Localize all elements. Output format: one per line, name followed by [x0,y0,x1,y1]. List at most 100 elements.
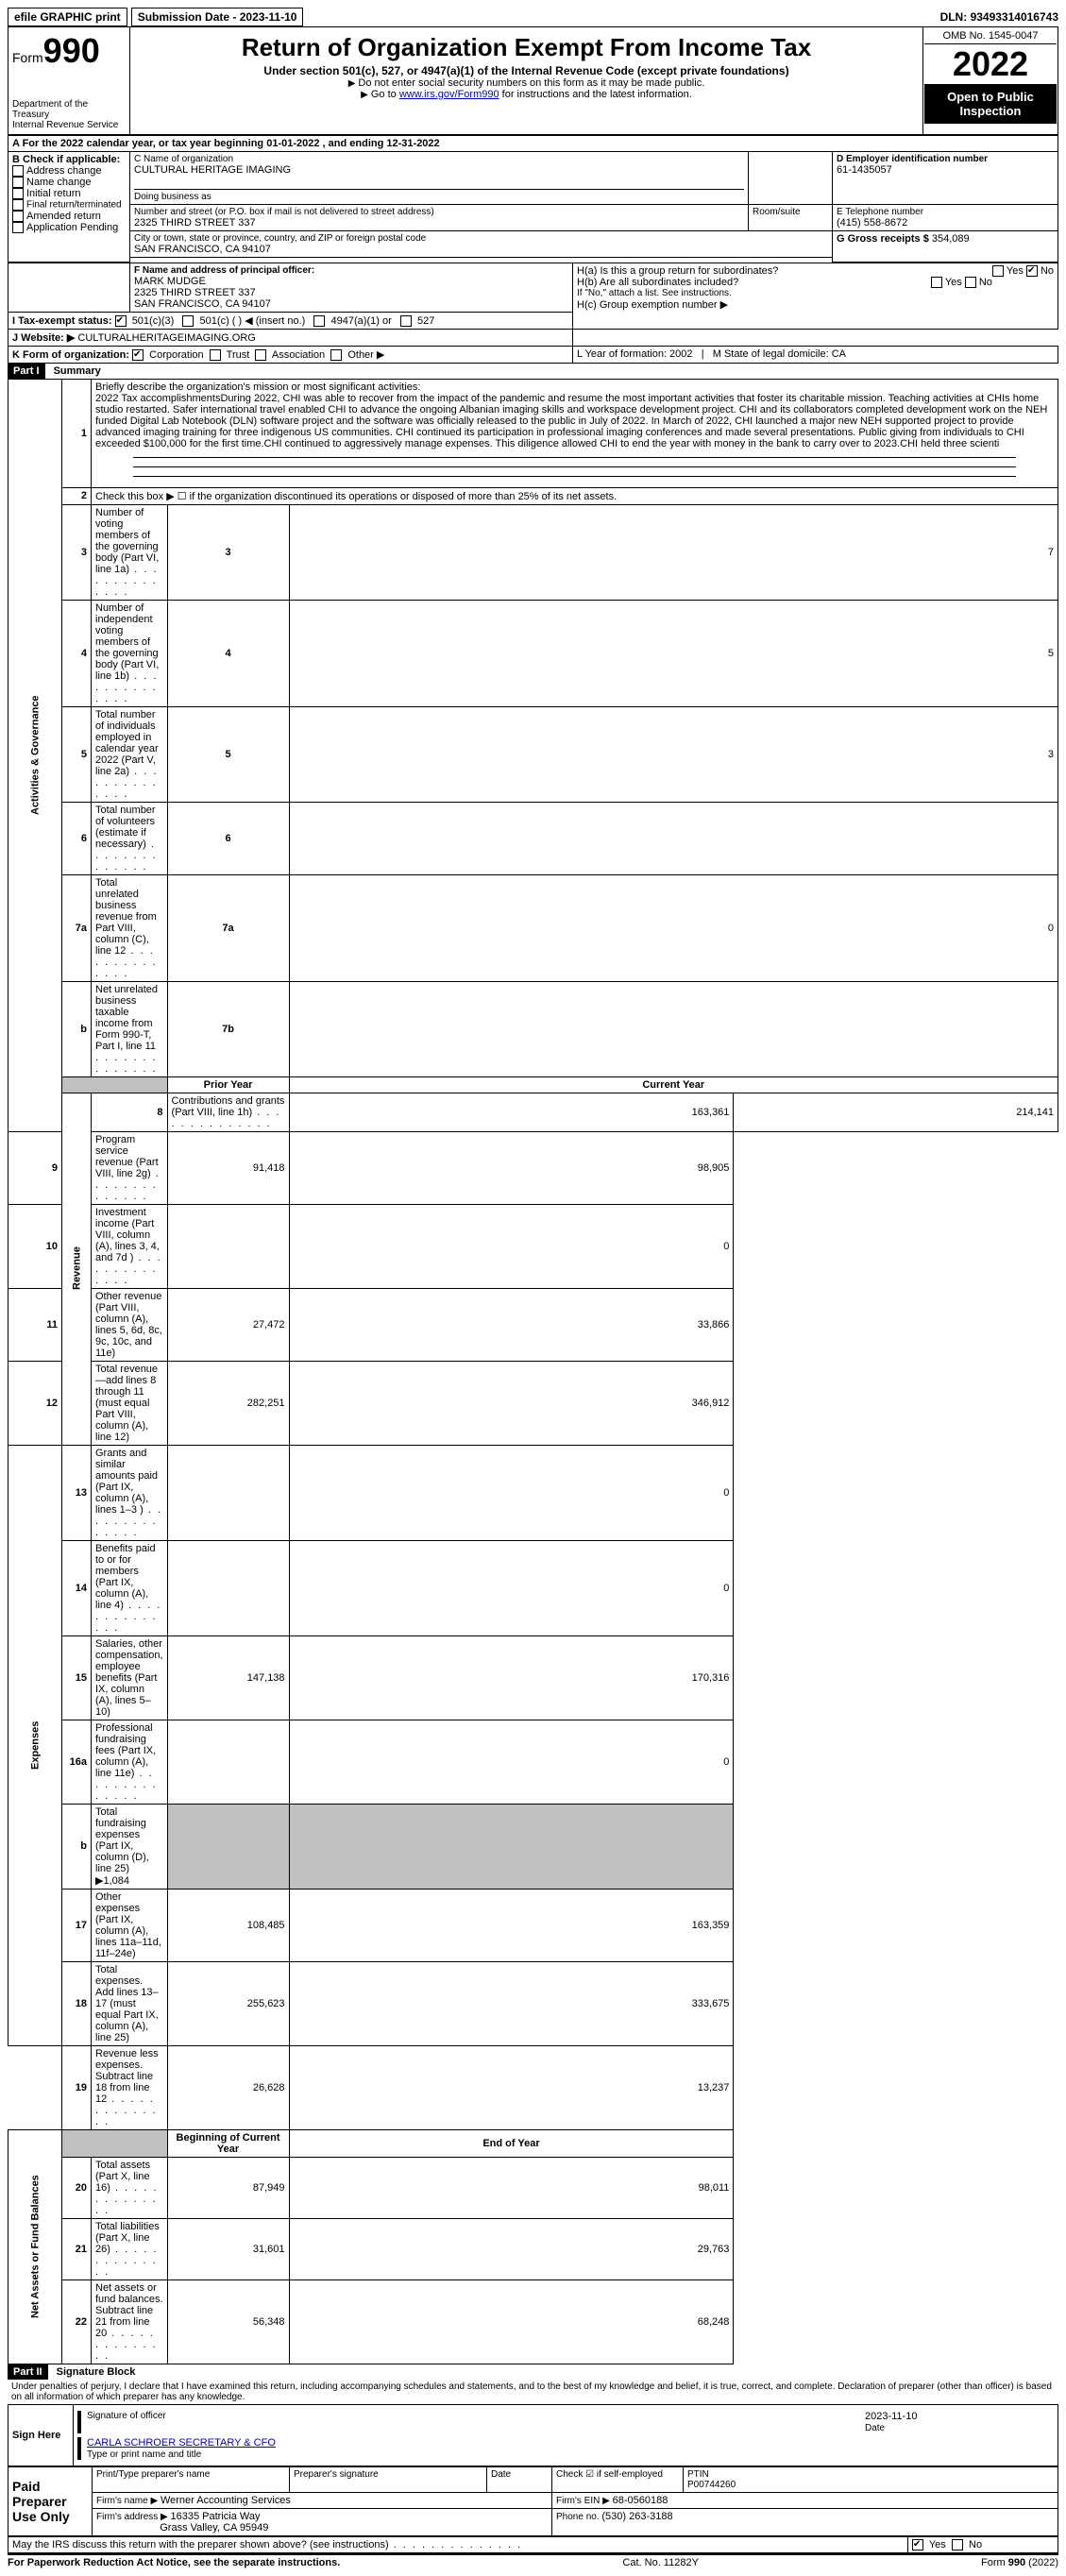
l1-label: Briefly describe the organization's miss… [95,381,420,393]
city-label: City or town, state or province, country… [134,233,828,244]
cb-app-pending[interactable]: Application Pending [12,222,126,233]
note-goto: Go to www.irs.gov/Form990 for instructio… [134,89,919,100]
sig-officer-label: Signature of officer [87,2411,865,2433]
firm-addr1: 16335 Patricia Way [171,2511,261,2522]
self-emp: Check ☑ if self-employed [552,2466,684,2492]
l8c: 214,141 [734,1093,1058,1131]
l4v: 5 [289,600,1058,706]
cb-address[interactable]: Address change [12,165,126,177]
l16b: Total fundraising expenses (Part IX, col… [92,1804,168,1889]
k-label: K Form of organization: [12,349,129,361]
firm-ein: 68-0560188 [613,2495,668,2506]
row-a-mid: , and ending [323,138,387,149]
l18c: 333,675 [289,1961,734,2045]
row-a-begin: 01-01-2022 [266,138,319,149]
side-netassets: Net Assets or Fund Balances [8,2129,62,2364]
l9c: 98,905 [289,1131,734,1204]
firm-ein-label: Firm's EIN ▶ [556,2496,613,2506]
cb-amended[interactable]: Amended return [12,211,126,222]
date-label: Date [487,2466,552,2492]
l17: Other expenses (Part IX, column (A), lin… [92,1889,168,1961]
omb-number: OMB No. 1545-0047 [924,28,1057,44]
ha-yes[interactable] [992,265,1004,277]
title: Return of Organization Exempt From Incom… [134,33,919,62]
fhi-table: F Name and address of principal officer:… [8,263,1058,364]
dba-label: Doing business as [134,189,744,202]
l5v: 3 [289,706,1058,802]
prior-hdr: Prior Year [167,1076,289,1093]
firm-phone: (530) 263-3188 [601,2511,672,2522]
l15c: 170,316 [289,1635,734,1720]
firm-phone-label: Phone no. [556,2512,601,2522]
discuss-yes[interactable] [912,2539,923,2551]
footer-right: Form 990 (2022) [981,2557,1058,2568]
l18p: 255,623 [167,1961,289,2045]
cb-4947[interactable] [313,315,325,327]
info-table: A For the 2022 calendar year, or tax yea… [8,135,1058,263]
cb-initial[interactable]: Initial return [12,188,126,199]
l19c: 13,237 [289,2045,734,2129]
subdate-value: 2023-11-10 [240,10,297,24]
l13c: 0 [289,1445,734,1540]
l8p: 163,361 [289,1093,734,1131]
f-label: F Name and address of principal officer: [134,265,568,276]
cb-501c3[interactable] [115,315,127,327]
subtitle: Under section 501(c), 527, or 4947(a)(1)… [134,64,919,77]
part2-header: Part II Signature Block [8,2364,1058,2380]
cb-final[interactable]: Final return/terminated [12,199,126,211]
discuss-no[interactable] [952,2539,963,2551]
hb-yes[interactable] [931,277,942,288]
l15p: 147,138 [167,1635,289,1720]
discuss-row: May the IRS discuss this return with the… [8,2536,1058,2553]
l11: Other revenue (Part VIII, column (A), li… [92,1288,168,1361]
firm-name-label: Firm's name ▶ [96,2496,161,2506]
l-label: L Year of formation: [577,348,669,360]
cb-527[interactable] [400,315,412,327]
b-label: B Check if applicable: [12,154,126,165]
officer-name-link[interactable]: CARLA SCHROER SECRETARY & CFO [87,2437,276,2449]
ein: 61-1435057 [837,164,1054,176]
cb-assoc[interactable] [255,349,266,361]
form-label: Form990 [12,31,126,71]
l2: Check this box ▶ ☐ if the organization d… [92,487,1058,504]
form990-link[interactable]: www.irs.gov/Form990 [399,89,499,100]
street-label: Number and street (or P.O. box if mail i… [134,207,744,217]
part1-tag: Part I [8,364,45,379]
ptin: P00744260 [687,2480,736,2490]
hb-no[interactable] [965,277,976,288]
dln-value: 93493314016743 [971,10,1058,24]
j-label: J Website: ▶ [12,332,75,344]
side-activities: Activities & Governance [8,379,62,1131]
l3v: 7 [289,504,1058,600]
officer-name: MARK MUDGE [134,276,568,287]
l4: Number of independent voting members of … [92,600,168,706]
row-a-end: 12-31-2022 [386,138,439,149]
part1-header: Part I Summary [8,364,1058,379]
part1-table: Activities & Governance 1 Briefly descri… [8,379,1058,2364]
officer-addr2: SAN FRANCISCO, CA 94107 [134,298,568,310]
form-number: 990 [43,31,100,70]
row-a: A For the 2022 calendar year, or tax yea… [8,136,1058,152]
goto-suffix: for instructions and the latest informat… [499,89,692,100]
cb-corp[interactable] [132,349,144,361]
e-label: E Telephone number [837,207,1054,217]
l7av: 0 [289,874,1058,981]
l20p: 87,949 [167,2157,289,2218]
c-label: C Name of organization [134,154,744,164]
side-revenue: Revenue [62,1093,92,1445]
l20c: 98,011 [289,2157,734,2218]
l19: Revenue less expenses. Subtract line 18 … [92,2045,168,2129]
g-gross: G Gross receipts $ 354,089 [837,233,1054,245]
prep-name-label: Print/Type preparer's name [93,2466,290,2492]
l10c: 0 [289,1204,734,1288]
hb: H(b) Are all subordinates included? Yes … [577,277,1054,288]
cb-501c[interactable] [182,315,194,327]
ha-no[interactable] [1026,265,1038,277]
dept-irs: Internal Revenue Service [12,120,126,130]
l21: Total liabilities (Part X, line 26) [92,2218,168,2279]
l6v [289,802,1058,874]
subdate-box: Submission Date - 2023-11-10 [131,8,304,26]
cb-trust[interactable] [210,349,221,361]
cb-other[interactable] [330,349,342,361]
cb-name[interactable]: Name change [12,177,126,188]
